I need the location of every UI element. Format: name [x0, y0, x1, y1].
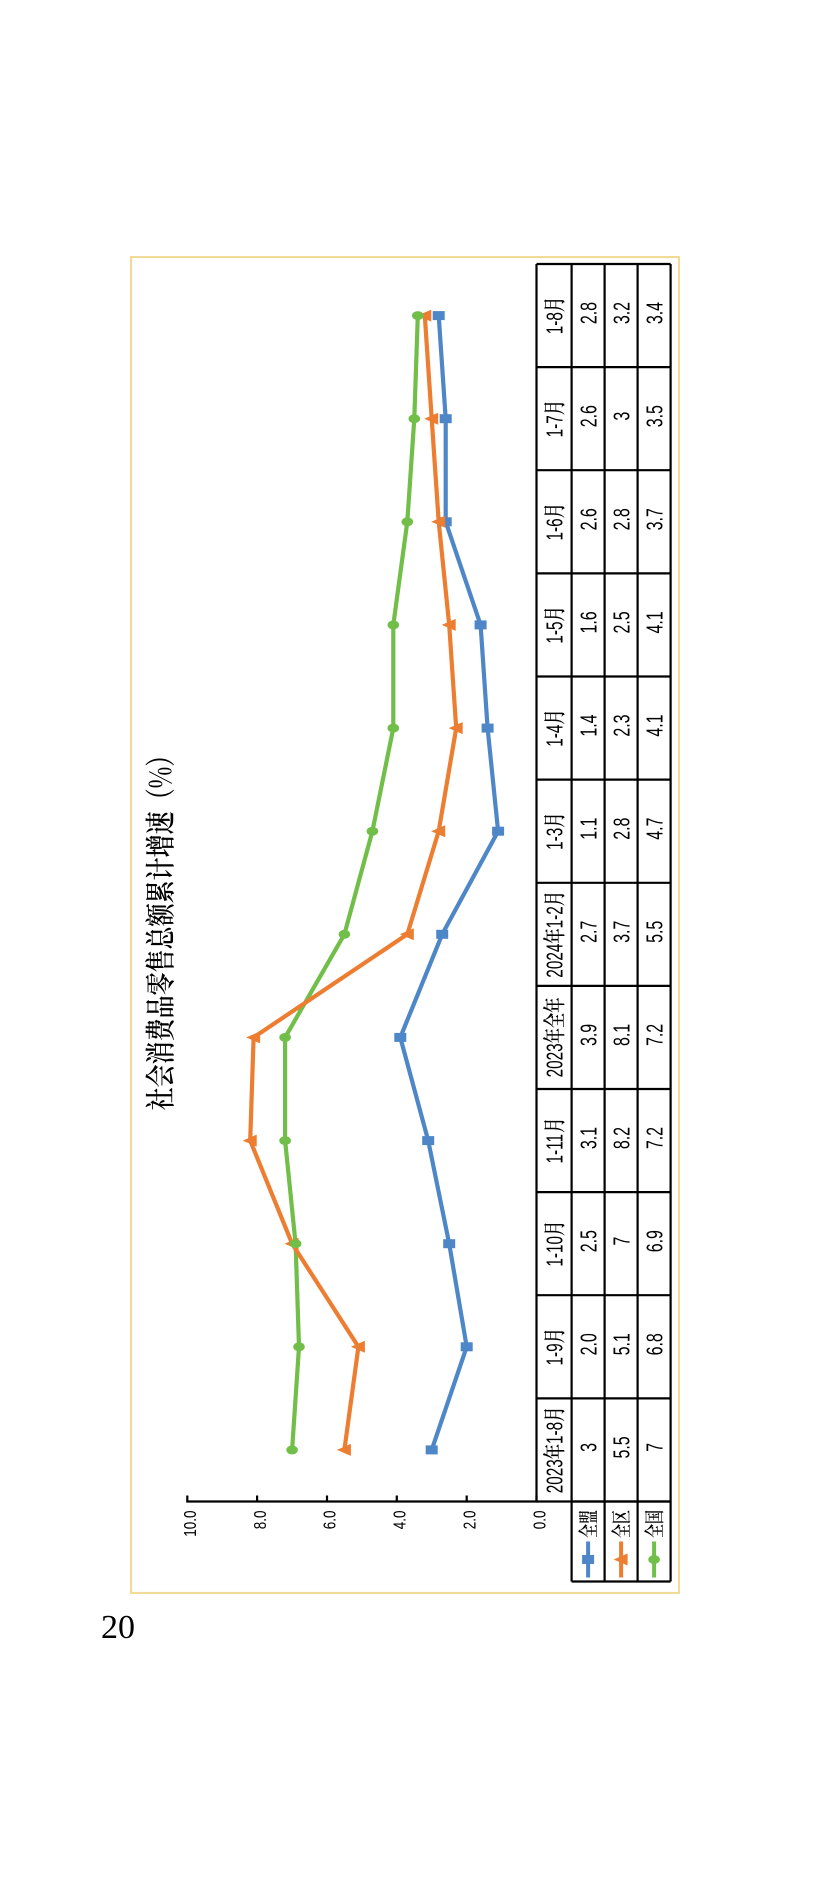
svg-text:2.6: 2.6 — [577, 508, 603, 530]
svg-text:7: 7 — [643, 1443, 669, 1452]
svg-text:1-8: 1-8 — [543, 312, 569, 334]
svg-text:1-10: 1-10 — [543, 1236, 569, 1267]
svg-text:3.2: 3.2 — [610, 302, 636, 324]
svg-text:2.0: 2.0 — [461, 1510, 480, 1529]
svg-text:3: 3 — [610, 412, 636, 421]
svg-text:1.4: 1.4 — [577, 714, 603, 736]
svg-text:4.0: 4.0 — [391, 1510, 410, 1529]
svg-text:5.5: 5.5 — [643, 921, 669, 943]
svg-text:2.7: 2.7 — [577, 921, 603, 943]
svg-text:6.8: 6.8 — [643, 1333, 669, 1355]
svg-text:2.6: 2.6 — [577, 405, 603, 427]
svg-text:2.0: 2.0 — [577, 1333, 603, 1355]
svg-text:2.8: 2.8 — [610, 508, 636, 530]
svg-text:4.7: 4.7 — [643, 818, 669, 840]
svg-text:2.5: 2.5 — [577, 1230, 603, 1252]
svg-text:4.1: 4.1 — [643, 611, 669, 633]
svg-text:1-7: 1-7 — [543, 415, 569, 437]
svg-text:2023: 2023 — [543, 1459, 569, 1493]
svg-text:1.1: 1.1 — [577, 818, 603, 840]
svg-text:6.9: 6.9 — [643, 1230, 669, 1252]
svg-text:1-11: 1-11 — [543, 1134, 569, 1163]
svg-text:7.2: 7.2 — [643, 1024, 669, 1046]
svg-text:2023: 2023 — [543, 1043, 569, 1077]
svg-text:10.0: 10.0 — [182, 1510, 201, 1537]
svg-text:1-4: 1-4 — [543, 725, 569, 747]
svg-text:3.4: 3.4 — [643, 302, 669, 324]
svg-text:5.5: 5.5 — [610, 1436, 636, 1458]
svg-text:3.9: 3.9 — [577, 1024, 603, 1046]
svg-text:3.7: 3.7 — [643, 508, 669, 530]
svg-text:8.2: 8.2 — [610, 1127, 636, 1149]
svg-text:7.2: 7.2 — [643, 1127, 669, 1149]
svg-text:7: 7 — [610, 1237, 636, 1246]
svg-text:8.0: 8.0 — [251, 1510, 270, 1529]
svg-text:2.5: 2.5 — [610, 611, 636, 633]
svg-text:2024: 2024 — [543, 944, 569, 978]
svg-text:1-2: 1-2 — [543, 906, 569, 928]
svg-text:1-3: 1-3 — [543, 828, 569, 850]
svg-text:3: 3 — [577, 1443, 603, 1452]
svg-text:2.8: 2.8 — [610, 818, 636, 840]
svg-text:1-6: 1-6 — [543, 518, 569, 540]
svg-text:1-5: 1-5 — [543, 621, 569, 643]
svg-text:2.8: 2.8 — [577, 302, 603, 324]
svg-text:1-8: 1-8 — [543, 1422, 569, 1444]
svg-text:2.3: 2.3 — [610, 714, 636, 736]
svg-text:3.5: 3.5 — [643, 405, 669, 427]
svg-text:5.1: 5.1 — [610, 1333, 636, 1355]
svg-text:6.0: 6.0 — [321, 1510, 340, 1529]
svg-text:3.7: 3.7 — [610, 921, 636, 943]
svg-text:1-9: 1-9 — [543, 1343, 569, 1365]
svg-text:3.1: 3.1 — [577, 1127, 603, 1149]
svg-text:0.0: 0.0 — [531, 1510, 550, 1529]
svg-text:8.1: 8.1 — [610, 1024, 636, 1046]
svg-text:1.6: 1.6 — [577, 611, 603, 633]
svg-text:4.1: 4.1 — [643, 714, 669, 736]
